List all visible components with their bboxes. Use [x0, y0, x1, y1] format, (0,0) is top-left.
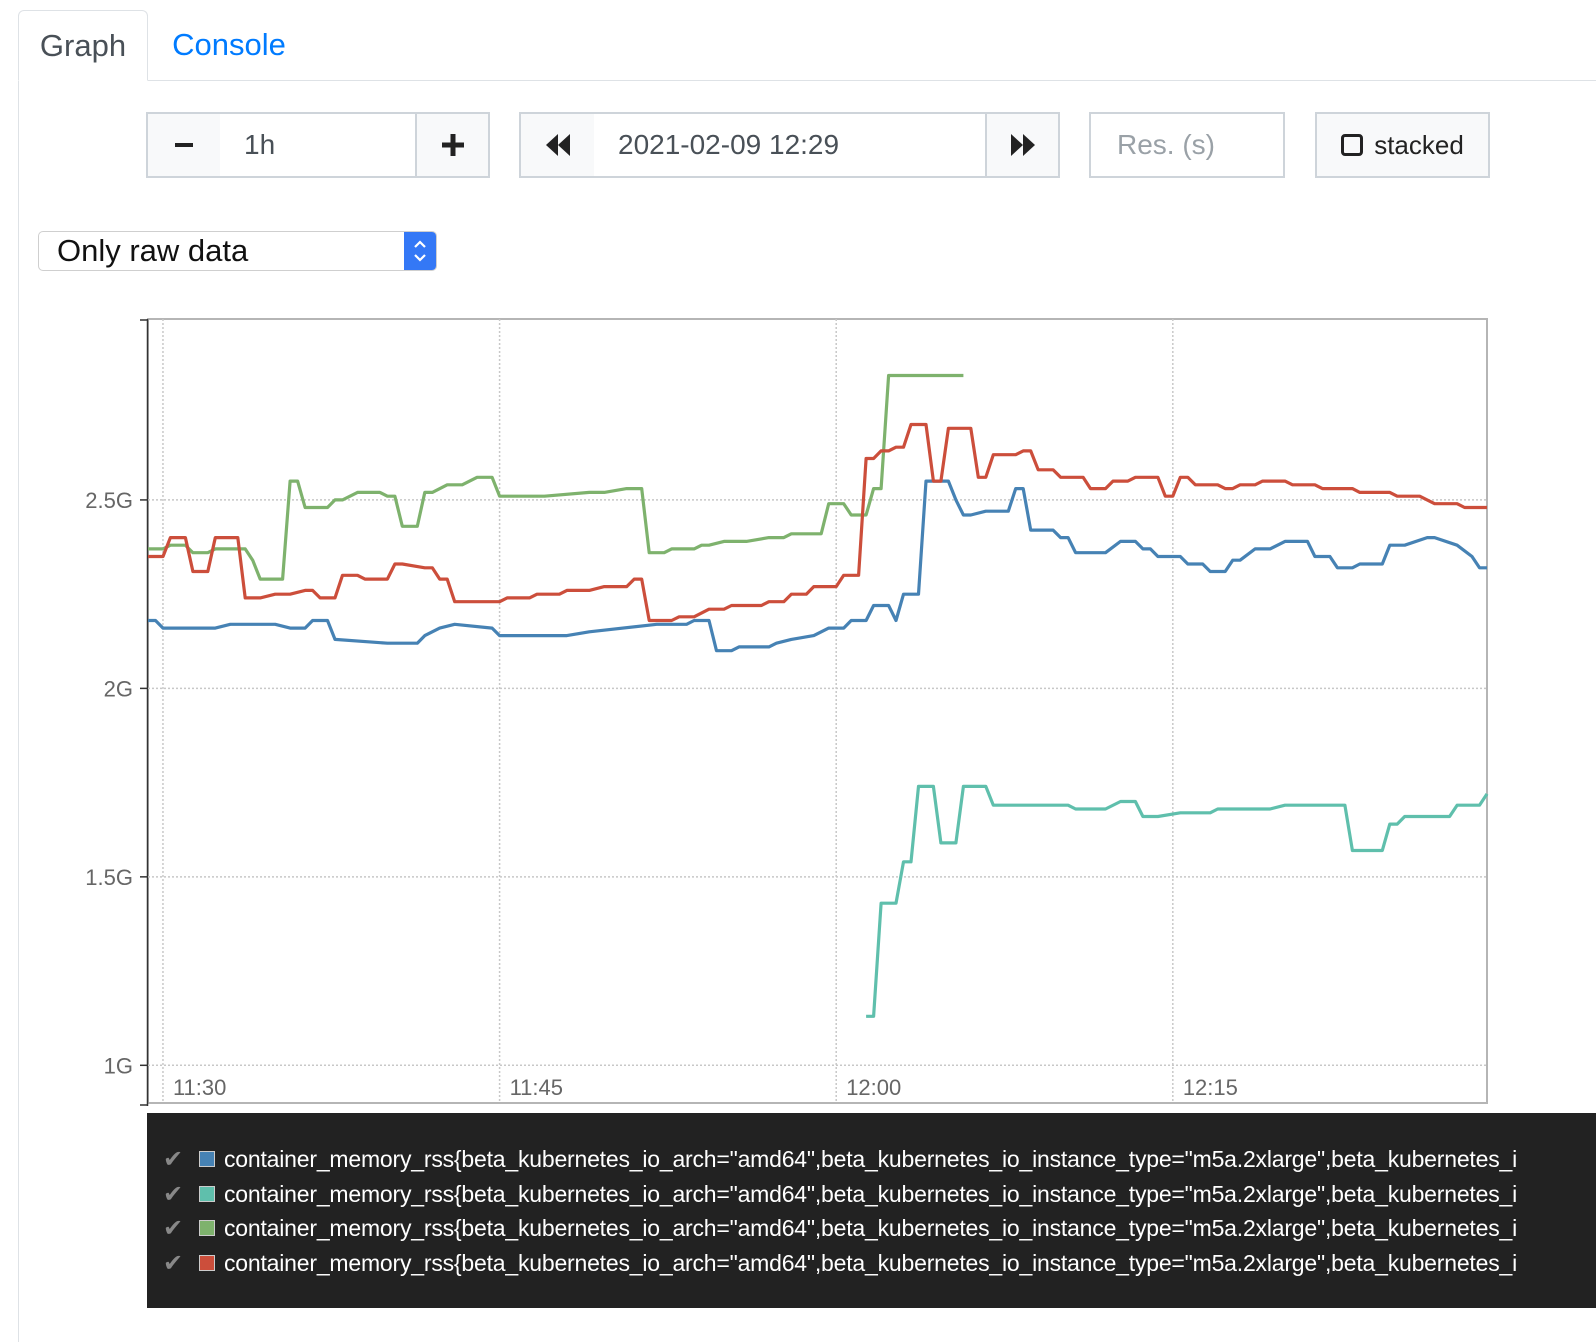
legend-label: container_memory_rss{beta_kubernetes_io_… — [224, 1145, 1518, 1172]
time-back-button[interactable] — [519, 112, 596, 178]
legend-item[interactable]: ✔ container_memory_rss{beta_kubernetes_i… — [147, 1211, 1517, 1245]
series-line-2 — [866, 784, 1489, 1018]
y-tick-label: 2.5G — [85, 488, 133, 513]
x-tick-label: 11:45 — [510, 1075, 563, 1100]
range-decrease-button[interactable] — [146, 112, 222, 178]
tab-graph[interactable]: Graph — [18, 10, 148, 81]
y-tick-label: 2G — [104, 676, 133, 701]
x-tick-label: 12:15 — [1183, 1075, 1238, 1100]
legend-label: container_memory_rss{beta_kubernetes_io_… — [224, 1249, 1518, 1276]
legend-item[interactable]: ✔ container_memory_rss{beta_kubernetes_i… — [147, 1246, 1517, 1280]
select-value: Only raw data — [57, 233, 249, 268]
y-tick-label: 1G — [104, 1053, 133, 1078]
backward-icon — [545, 134, 570, 156]
range-increase-button[interactable] — [415, 112, 490, 178]
checkmark-icon: ✔ — [163, 1249, 184, 1277]
resolution-input[interactable]: Res. (s) — [1089, 112, 1285, 178]
legend-swatch — [199, 1151, 215, 1167]
checkmark-icon: ✔ — [163, 1145, 184, 1173]
chevron-updown-icon — [414, 240, 426, 262]
legend-swatch — [199, 1220, 215, 1236]
series-line-1 — [148, 479, 1487, 653]
series-line-4 — [148, 422, 1487, 623]
legend: ✔ container_memory_rss{beta_kubernetes_i… — [147, 1113, 1596, 1308]
checkmark-icon: ✔ — [163, 1180, 184, 1208]
legend-item[interactable]: ✔ container_memory_rss{beta_kubernetes_i… — [147, 1177, 1517, 1211]
y-tick-label: 1.5G — [85, 865, 133, 890]
stacked-toggle-button[interactable]: stacked — [1315, 112, 1490, 178]
legend-swatch — [199, 1255, 215, 1271]
legend-item[interactable]: ✔ container_memory_rss{beta_kubernetes_i… — [147, 1142, 1517, 1176]
tab-console[interactable]: Console — [172, 27, 286, 62]
legend-swatch — [199, 1186, 215, 1202]
legend-label: container_memory_rss{beta_kubernetes_io_… — [224, 1180, 1518, 1207]
checkmark-icon: ✔ — [163, 1214, 184, 1242]
resolution-placeholder: Res. (s) — [1117, 129, 1215, 160]
square-icon — [1341, 134, 1364, 156]
panel-border — [18, 80, 19, 1342]
plot-frame — [147, 318, 1488, 1104]
x-tick-label: 11:30 — [173, 1075, 226, 1100]
stacked-label: stacked — [1374, 129, 1464, 160]
forward-icon — [1010, 134, 1035, 156]
range-value: 1h — [244, 129, 276, 160]
legend-label: container_memory_rss{beta_kubernetes_io_… — [224, 1214, 1518, 1241]
time-forward-button[interactable] — [985, 112, 1060, 178]
plus-icon — [441, 134, 464, 156]
x-tick-label: 12:00 — [846, 1075, 901, 1100]
range-input[interactable]: 1h — [220, 112, 417, 178]
select-arrow — [404, 232, 436, 270]
minus-icon — [175, 143, 193, 147]
resolution-mode-select[interactable]: Only raw data — [38, 231, 437, 271]
tabs-divider — [148, 80, 1596, 81]
series-line-3 — [148, 373, 964, 581]
end-time-input[interactable]: 2021-02-09 12:29 — [594, 112, 987, 178]
end-time-value: 2021-02-09 12:29 — [618, 129, 840, 160]
